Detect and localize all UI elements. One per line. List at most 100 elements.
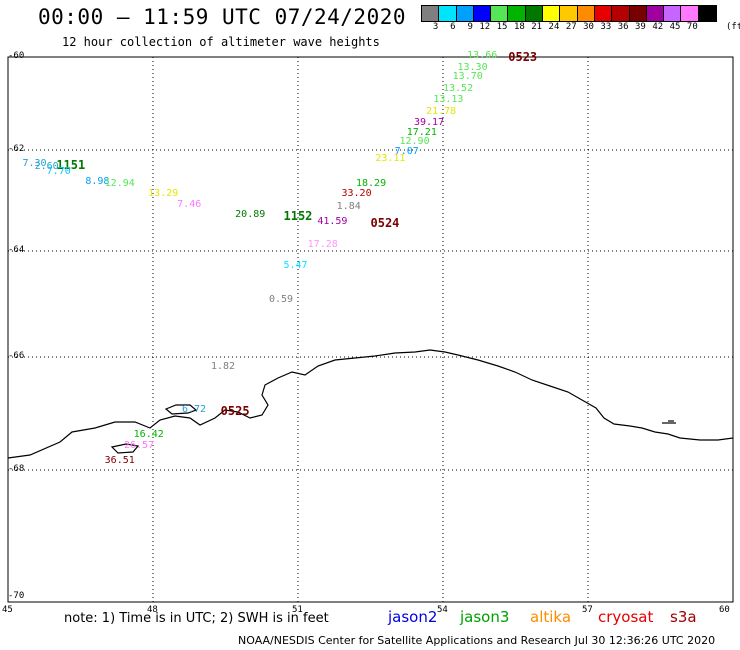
color-swatch xyxy=(612,6,630,21)
color-scale-label: 70 xyxy=(686,22,698,32)
color-swatch xyxy=(439,6,457,21)
wave-height-label: 39.17 xyxy=(414,117,445,129)
coastline-segment xyxy=(7,349,734,459)
color-swatch xyxy=(560,6,578,21)
color-swatch xyxy=(543,6,561,21)
color-scale-label: 33 xyxy=(600,22,612,32)
wave-height-label: 17.21 xyxy=(406,126,437,138)
wave-height-label: 23.11 xyxy=(375,153,406,165)
color-swatch xyxy=(577,6,595,21)
wave-height-label: 7.70 xyxy=(46,165,71,177)
color-swatch xyxy=(594,6,613,21)
color-swatch xyxy=(629,6,647,21)
color-swatch xyxy=(422,6,440,21)
satellite-legend-item: jason3 xyxy=(460,608,510,626)
coastline-segment xyxy=(164,404,198,415)
wave-height-label: 13.70 xyxy=(452,70,483,82)
wave-height-label: 6.72 xyxy=(182,403,207,415)
wave-height-label: 7.46 xyxy=(177,198,202,210)
latitude-label: -60 xyxy=(8,51,25,61)
graticule xyxy=(8,57,733,602)
coastline-segment xyxy=(110,443,140,454)
latitude-label: -68 xyxy=(8,464,25,474)
wave-height-label: 1.82 xyxy=(211,361,236,373)
map-title: 00:00 – 11:59 UTC 07/24/2020 xyxy=(38,5,407,29)
color-scale-label: 30 xyxy=(583,22,594,32)
wave-height-label: 2.60 xyxy=(34,160,59,172)
wave-height-label: 5.47 xyxy=(283,259,308,271)
satellite-legend-item: s3a xyxy=(670,608,697,626)
color-scale-label: 36 xyxy=(617,22,629,32)
footnote: note: 1) Time is in UTC; 2) SWH is in fe… xyxy=(64,611,329,626)
color-swatch xyxy=(681,6,699,21)
wave-height-label: 13.52 xyxy=(443,82,474,94)
color-swatch xyxy=(525,6,544,21)
wave-height-label: 20.89 xyxy=(235,208,266,220)
wave-height-label: 17.28 xyxy=(307,238,338,250)
color-scale-label: 45 xyxy=(669,22,681,32)
pass-time-label: 0523 xyxy=(508,50,538,64)
color-swatch xyxy=(508,6,526,21)
pass-time-label: 0524 xyxy=(370,216,400,231)
wave-height-label: 7.30 xyxy=(22,158,47,170)
color-swatch xyxy=(646,6,665,21)
latitude-label: -62 xyxy=(8,144,25,154)
latitude-label: -70 xyxy=(8,591,25,601)
satellite-legend-item: cryosat xyxy=(598,608,654,626)
wave-height-label: 7.07 xyxy=(394,145,419,157)
wave-height-label: 16.42 xyxy=(133,429,164,441)
wave-height-label: 13.66 xyxy=(467,50,498,61)
color-scale-unit: (ft) xyxy=(726,22,740,32)
latitude-label: -66 xyxy=(8,351,25,361)
color-scale-label: 12 xyxy=(479,22,491,32)
pass-time-label: 0525 xyxy=(220,403,250,418)
longitude-label: 60 xyxy=(719,605,730,615)
map-subtitle: 12 hour collection of altimeter wave hei… xyxy=(62,35,380,49)
wave-height-label: 12.90 xyxy=(399,136,430,148)
color-scale-label: 27 xyxy=(565,22,577,32)
wave-height-label: 13.30 xyxy=(457,61,488,73)
longitude-label: 48 xyxy=(147,605,158,615)
wave-height-label: 41.59 xyxy=(317,216,348,228)
map-frame xyxy=(7,56,734,603)
wave-height-label: 1.84 xyxy=(336,201,361,213)
wave-height-label: 13.13 xyxy=(433,94,464,106)
wave-height-label: 33.20 xyxy=(341,188,372,200)
color-scale-label: 15 xyxy=(496,22,508,32)
color-scale-label: 9 xyxy=(467,22,473,32)
wave-height-label: 36.51 xyxy=(104,454,135,466)
satellite-legend-item: altika xyxy=(530,608,572,626)
color-swatch xyxy=(473,6,492,21)
pass-time-label: 1152 xyxy=(283,208,313,223)
wave-height-label: 18.29 xyxy=(356,178,387,190)
longitude-label: 51 xyxy=(292,605,303,615)
color-scale-label: 18 xyxy=(513,22,525,32)
longitude-label: 57 xyxy=(582,605,593,615)
satellite-legend-item: jason2 xyxy=(388,608,438,626)
color-scale-labels: 3 6 9 12 15 18 21 24 27 30 33 36 39 42 45 70 xyxy=(421,22,715,32)
longitude-label: 54 xyxy=(437,605,448,615)
color-swatch xyxy=(456,6,474,21)
credit-line: NOAA/NESDIS Center for Satellite Applica… xyxy=(238,634,716,647)
color-scale-label: 39 xyxy=(635,22,646,32)
color-scale-label: 6 xyxy=(450,22,456,32)
color-scale-bar xyxy=(421,5,718,22)
color-scale-label: 21 xyxy=(531,22,543,32)
color-scale-label: 42 xyxy=(652,22,664,32)
color-scale-label: 3 xyxy=(432,22,439,32)
wave-height-label: 0.59 xyxy=(269,294,294,306)
wave-height-label: 13.29 xyxy=(148,188,179,200)
wave-height-label: 21.78 xyxy=(426,105,457,117)
pass-time-label: 1151 xyxy=(56,158,86,173)
color-swatch xyxy=(664,6,682,21)
wave-height-label: 8.98 xyxy=(85,175,110,187)
antarctic-coastline xyxy=(7,349,734,459)
wave-height-label: 26.57 xyxy=(124,440,155,452)
color-swatch xyxy=(698,6,717,21)
latitude-label: -64 xyxy=(8,245,25,255)
color-swatch xyxy=(491,6,509,21)
wave-height-label: 12.94 xyxy=(104,178,135,190)
longitude-label: 45 xyxy=(2,605,13,615)
